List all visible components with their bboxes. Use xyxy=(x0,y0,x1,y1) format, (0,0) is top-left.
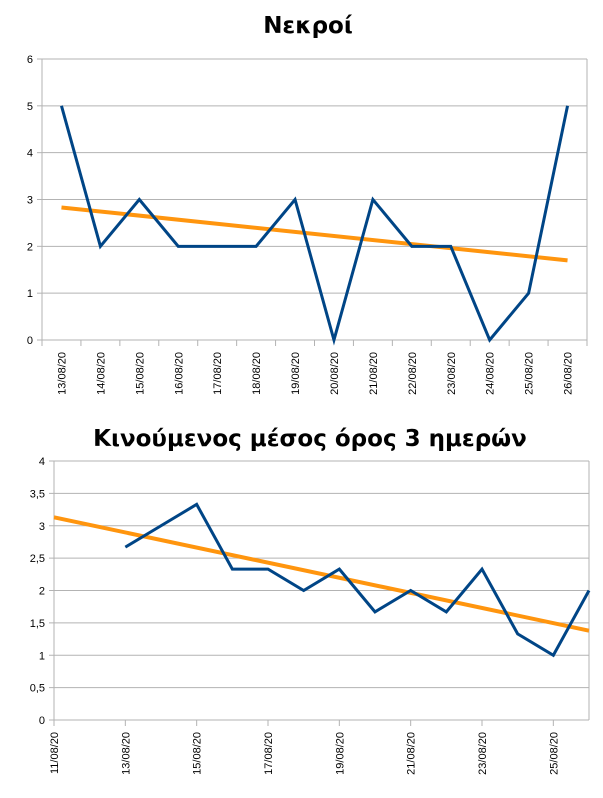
chart2-xtick-label: 13/08/20 xyxy=(120,732,132,775)
chart2-ytick-label: 0,5 xyxy=(30,683,45,695)
chart1-xtick-label: 26/08/20 xyxy=(563,352,575,395)
chart2-ytick-label: 3,5 xyxy=(30,488,45,500)
chart1-ytick-label: 4 xyxy=(27,148,33,160)
chart2-ytick-label: 4 xyxy=(39,456,45,468)
chart1-ytick-label: 2 xyxy=(27,241,33,253)
chart1-xtick-label: 21/08/20 xyxy=(368,352,380,395)
chart2-series-line xyxy=(124,502,591,658)
chart1-xtick-label: 22/08/20 xyxy=(407,352,419,395)
chart2-ytick-label: 2,5 xyxy=(30,553,45,565)
chart1-series-line xyxy=(60,105,570,346)
chart1-xtick-label: 15/08/20 xyxy=(134,352,146,395)
chart1-xtick-label: 19/08/20 xyxy=(290,352,302,395)
chart1-xtick-label: 23/08/20 xyxy=(446,352,458,395)
chart2-xtick-label: 25/08/20 xyxy=(548,732,560,775)
chart2-ytick-label: 1,5 xyxy=(30,618,45,630)
chart1-title: Νεκροί xyxy=(263,13,353,39)
chart1-ytick-label: 1 xyxy=(27,288,33,300)
chart1-xtick-label: 13/08/20 xyxy=(56,352,68,395)
chart1-xtick-label: 16/08/20 xyxy=(173,352,185,395)
chart1-xtick-label: 25/08/20 xyxy=(524,352,536,395)
chart2-title: Κινούμενος μέσος όρος 3 ημερών xyxy=(93,426,527,452)
chart1-xtick-label: 24/08/20 xyxy=(485,352,497,395)
chart1-trendline xyxy=(61,205,568,263)
chart2-xtick-label: 19/08/20 xyxy=(334,732,346,775)
chart2-xtick-label: 23/08/20 xyxy=(477,732,489,775)
chart2-xtick-label: 17/08/20 xyxy=(263,732,275,775)
chart1-xtick-label: 18/08/20 xyxy=(251,352,263,395)
chart1-xtick-label: 14/08/20 xyxy=(95,352,107,395)
chart1-ytick-label: 0 xyxy=(27,335,33,347)
chart1-ytick-label: 6 xyxy=(27,54,33,66)
chart2-ytick-label: 1 xyxy=(39,650,45,662)
chart1-ytick-label: 3 xyxy=(27,195,33,207)
chart1-xtick-label: 17/08/20 xyxy=(212,352,224,395)
chart1-ytick-label: 5 xyxy=(27,101,33,113)
chart1-xtick-label: 20/08/20 xyxy=(329,352,341,395)
chart2-trendline xyxy=(53,515,590,633)
chart2-xtick-label: 15/08/20 xyxy=(192,732,204,775)
chart2-xtick-label: 11/08/20 xyxy=(49,732,61,774)
chart2-ytick-label: 0 xyxy=(39,715,45,727)
chart2-ytick-label: 2 xyxy=(39,586,45,598)
chart2-ytick-label: 3 xyxy=(39,521,45,533)
chart2-xtick-label: 21/08/20 xyxy=(406,732,418,775)
